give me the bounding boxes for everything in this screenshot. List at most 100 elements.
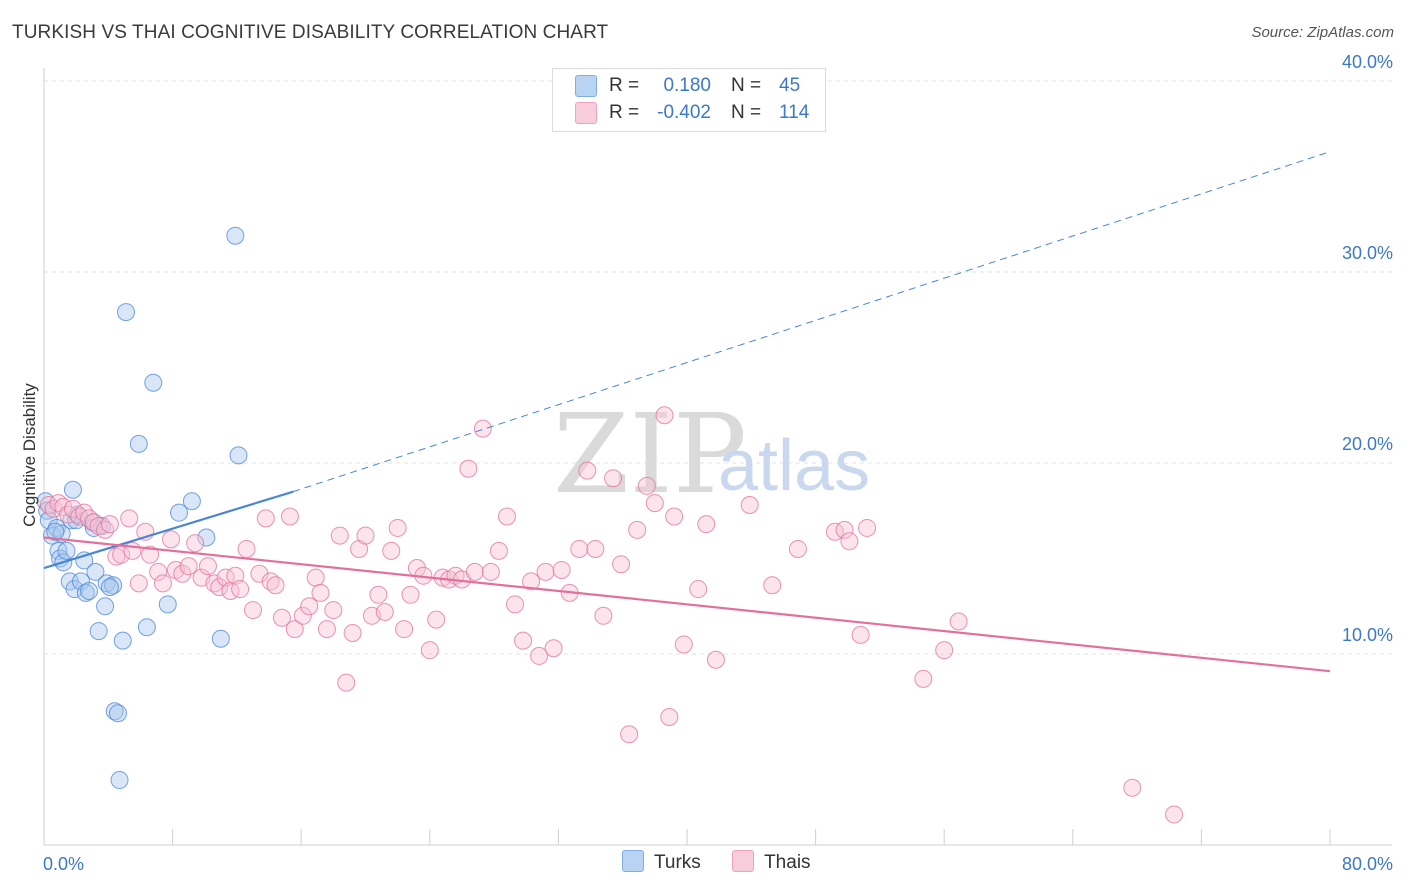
data-point-turks: [116, 303, 135, 322]
data-point-thais: [674, 635, 693, 654]
data-point-thais: [280, 507, 299, 526]
correlation-legend: R = 0.180 N = 45 R = -0.402 N = 114: [552, 68, 826, 132]
data-point-thais: [186, 534, 205, 553]
x-tick-label: 0.0%: [43, 854, 84, 874]
data-point-thais: [369, 585, 388, 604]
data-point-thais: [645, 494, 664, 513]
data-point-thais: [914, 669, 933, 688]
n-value: 45: [779, 75, 801, 97]
data-point-thais: [395, 620, 414, 639]
data-point-thais: [311, 583, 330, 602]
data-point-thais: [343, 623, 362, 642]
data-point-thais: [153, 574, 172, 593]
data-point-thais: [420, 641, 439, 660]
data-point-turks: [110, 771, 129, 790]
data-point-thais: [935, 641, 954, 660]
data-point-turks: [89, 622, 108, 641]
data-point-thais: [256, 509, 275, 528]
trend-lines: [43, 151, 1331, 673]
data-point-turks: [76, 583, 95, 602]
data-point-thais: [570, 539, 589, 558]
data-point-thais: [356, 526, 375, 545]
data-point-thais: [552, 560, 571, 579]
data-point-turks: [158, 595, 177, 614]
data-point-thais: [100, 515, 119, 534]
data-point-thais: [689, 580, 708, 599]
data-point-thais: [75, 503, 94, 522]
data-point-thais: [388, 518, 407, 537]
data-point-thais: [514, 631, 533, 650]
data-point-thais: [337, 673, 356, 692]
legend-label-thais: Thais: [764, 852, 811, 873]
data-point-turks: [80, 581, 99, 600]
chart-title: TURKISH VS THAI COGNITIVE DISABILITY COR…: [12, 22, 609, 43]
data-point-turks: [57, 541, 76, 560]
data-point-thais: [375, 602, 394, 621]
trend-line-thais: [43, 536, 1331, 673]
axes: [43, 68, 1392, 846]
data-point-turks: [137, 618, 156, 637]
data-point-thais: [382, 541, 401, 560]
data-point-turks: [108, 704, 127, 723]
data-point-turks: [86, 562, 105, 581]
data-point-thais: [858, 518, 877, 537]
data-point-thais: [530, 646, 549, 665]
trend-line-turks: [43, 490, 294, 570]
data-point-turks: [170, 503, 189, 522]
data-point-thais: [459, 459, 478, 478]
r-value: 0.180: [663, 75, 711, 97]
data-point-thais: [243, 601, 262, 620]
data-point-thais: [586, 539, 605, 558]
y-axis-label: Cognitive Disability: [20, 383, 39, 527]
data-point-thais: [697, 515, 716, 534]
gridlines: [44, 80, 1392, 655]
data-point-thais: [149, 562, 168, 581]
legend-row-turks: R = 0.180 N = 45: [575, 75, 800, 99]
data-points: [36, 226, 1184, 824]
legend-item-turks: Turks: [622, 850, 701, 874]
data-point-thais: [473, 419, 492, 438]
data-point-thais: [536, 562, 555, 581]
data-point-thais: [330, 526, 349, 545]
data-point-thais: [237, 539, 256, 558]
y-tick-label: 20.0%: [1342, 434, 1393, 454]
data-point-thais: [740, 496, 759, 515]
data-point-thais: [161, 530, 180, 549]
data-point-thais: [129, 574, 148, 593]
data-point-thais: [306, 568, 325, 587]
r-value: -0.402: [657, 102, 711, 124]
data-point-thais: [637, 476, 656, 495]
data-point-turks: [129, 434, 148, 453]
r-label: R =: [609, 102, 640, 124]
legend-item-thais: Thais: [732, 850, 811, 874]
source-credit: Source: ZipAtlas.com: [1251, 24, 1394, 41]
data-point-thais: [401, 585, 420, 604]
tick-labels: 10.0% 20.0% 30.0% 40.0% 0.0% 80.0%: [43, 52, 1393, 874]
data-point-thais: [660, 708, 679, 727]
data-point-thais: [655, 406, 674, 425]
data-point-thais: [317, 620, 336, 639]
data-point-turks: [197, 528, 216, 547]
turks-swatch: [622, 850, 644, 873]
data-point-thais: [840, 532, 859, 551]
watermark-atlas: atlas: [718, 426, 870, 506]
data-point-thais: [179, 557, 198, 576]
n-value: 114: [779, 102, 810, 124]
data-point-turks: [104, 576, 123, 595]
data-point-thais: [293, 606, 312, 625]
data-point-thais: [665, 507, 684, 526]
data-point-turks: [113, 631, 132, 650]
data-point-thais: [231, 580, 250, 599]
data-point-thais: [612, 555, 631, 574]
data-point-thais: [96, 520, 115, 539]
data-point-thais: [210, 578, 229, 597]
thais-swatch: [575, 102, 597, 124]
data-point-turks: [211, 629, 230, 648]
data-point-thais: [706, 650, 725, 669]
data-point-thais: [465, 562, 484, 581]
data-point-thais: [505, 595, 524, 614]
data-point-thais: [120, 509, 139, 528]
data-point-thais: [481, 562, 500, 581]
data-point-thais: [173, 564, 192, 583]
data-point-thais: [594, 606, 613, 625]
